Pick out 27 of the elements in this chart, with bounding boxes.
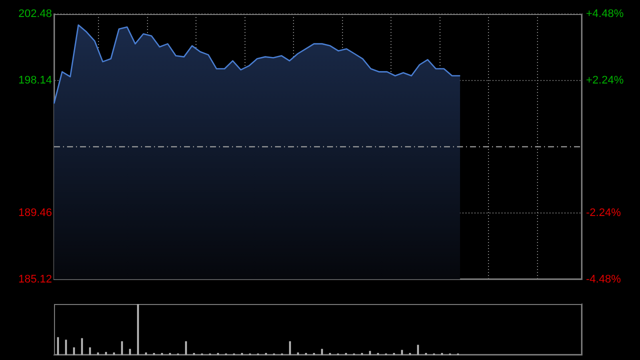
bar xyxy=(417,344,419,355)
y2-tick-label: +2.24% xyxy=(586,74,624,86)
bar xyxy=(129,348,131,355)
y-tick-label: 185.12 xyxy=(18,273,52,286)
bar xyxy=(57,337,59,355)
y2-tick-label: -4.48% xyxy=(586,273,622,286)
y-tick-label: 198.14 xyxy=(18,74,52,86)
bar xyxy=(185,341,187,355)
bar xyxy=(97,352,99,355)
bar xyxy=(321,348,323,355)
bar xyxy=(297,352,299,355)
y-tick-label: 202.48 xyxy=(18,8,52,20)
y2-tick-label: +4.48% xyxy=(586,8,624,20)
bar xyxy=(81,338,83,355)
bar xyxy=(401,350,403,355)
y2-tick-label: -2.24% xyxy=(586,207,622,220)
bar xyxy=(65,340,67,355)
bar xyxy=(113,352,115,355)
bar xyxy=(105,352,107,355)
bar xyxy=(145,352,147,355)
bar xyxy=(137,304,139,355)
bar xyxy=(73,347,75,355)
bar xyxy=(89,347,91,355)
y-tick-label: 189.46 xyxy=(18,207,52,220)
bar xyxy=(121,341,123,355)
bar xyxy=(369,350,371,355)
bar xyxy=(289,341,291,355)
